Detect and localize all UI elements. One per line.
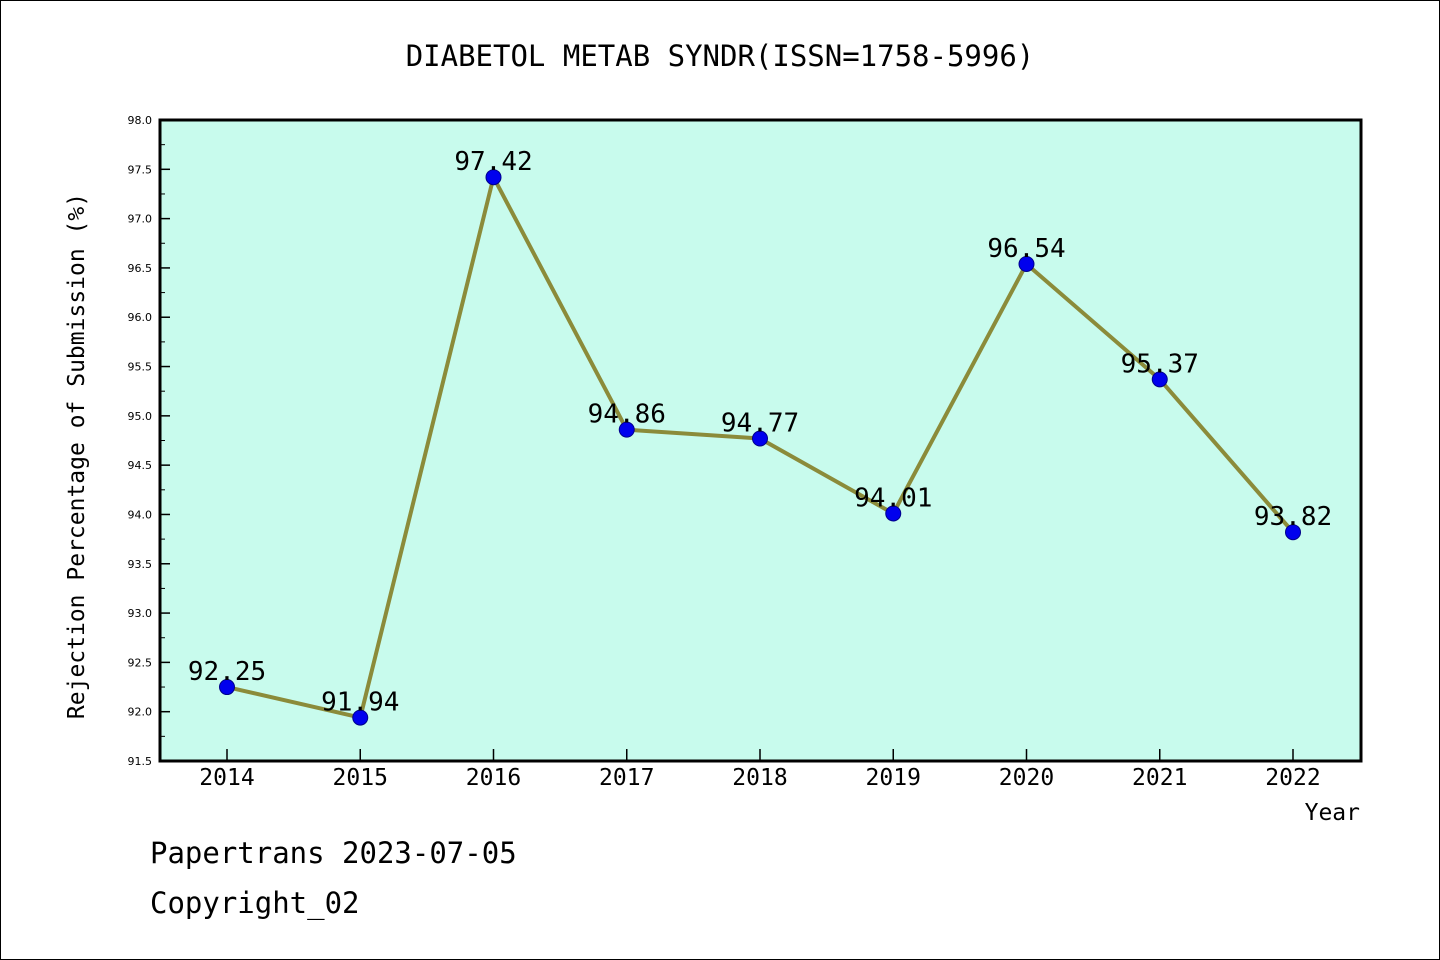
data-label: 92.25 [188,657,266,687]
y-axis: 91.5 92.0 92.5 93.0 93.5 94.0 94.5 95.0 95.5 96.0… [128,114,170,768]
data-label: 95.37 [1121,349,1199,379]
y-tick-label: 91.5 [128,755,153,768]
data-point [885,505,902,522]
data-point-group [219,169,1301,726]
x-tick-label: 2014 [199,765,254,791]
y-tick-label: 95.0 [128,410,153,423]
data-point [219,679,235,696]
y-axis-label: Rejection Percentage of Submission (%) [64,193,90,719]
data-label: 94.01 [854,483,932,513]
y-tick-label: 92.0 [128,706,153,719]
x-tick-label: 2021 [1132,765,1187,791]
data-label: 96.54 [987,234,1065,264]
x-tick-label: 2018 [732,765,787,791]
footer-copyright: Copyright_02 [150,886,360,920]
y-tick-label: 97.0 [128,213,153,226]
footer-date: Papertrans 2023-07-05 [150,836,517,870]
y-tick-label: 93.0 [128,607,153,620]
y-tick-label: 94.5 [128,459,153,472]
data-label-group: 92.25 91.94 97.42 94.86 94.77 94.01 96.54 95.37… [188,147,1332,717]
data-point [485,169,502,186]
x-axis-label: Year [1305,800,1360,826]
y-tick-label: 98.0 [128,114,153,127]
data-point [352,709,369,726]
y-tick-label: 95.5 [128,361,153,374]
x-tick-label: 2020 [999,765,1054,791]
y-tick-label: 96.0 [128,311,153,324]
data-label: 93.82 [1254,502,1332,532]
data-point [1151,371,1168,388]
data-label: 94.86 [588,400,666,430]
data-point [752,430,768,447]
y-tick-label: 96.5 [128,262,153,275]
x-tick-label: 2016 [466,765,521,791]
x-tick-label: 2017 [599,765,654,791]
data-label: 94.77 [721,409,799,439]
chart-title: DIABETOL METAB SYNDR(ISSN=1758-5996) [406,39,1035,73]
data-point [1018,255,1035,272]
x-axis: 2014 2015 2016 2017 2018 2019 2020 2021 2022 [199,749,1321,791]
y-tick-label: 94.0 [128,508,153,521]
x-tick-label: 2022 [1265,765,1320,791]
data-label: 97.42 [454,147,532,177]
x-tick-label: 2015 [333,765,388,791]
data-label: 91.94 [321,688,399,718]
data-point [1285,524,1301,541]
y-tick-label: 92.5 [128,656,153,669]
x-tick-label: 2019 [866,765,921,791]
data-point [618,421,635,438]
y-tick-label: 93.5 [128,558,153,571]
y-tick-label: 97.5 [128,163,153,176]
